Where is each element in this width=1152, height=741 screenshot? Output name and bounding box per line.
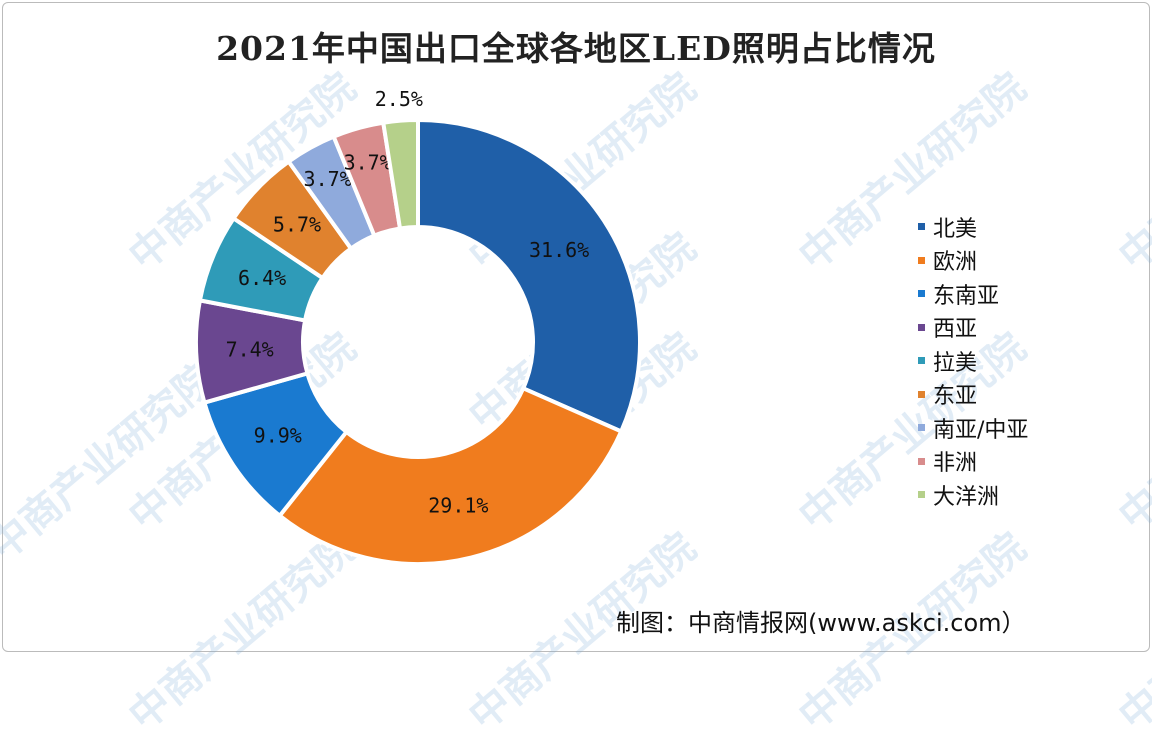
data-label-4: 6.4% (238, 266, 286, 290)
legend-swatch (918, 424, 925, 432)
data-label-8: 2.5% (375, 87, 423, 111)
legend-label: 北美 (933, 216, 978, 242)
data-label-7: 3.7% (344, 150, 392, 174)
data-label-1: 29.1% (428, 494, 488, 518)
legend-label: 拉美 (933, 350, 978, 376)
legend-label: 东南亚 (933, 283, 1000, 309)
legend-label: 东亚 (933, 384, 978, 410)
legend-label: 大洋洲 (933, 484, 1000, 510)
data-label-5: 5.7% (273, 213, 321, 237)
chart-title: 2021年中国出口全球各地区LED照明占比情况 (216, 29, 936, 68)
chart-frame (2, 2, 1150, 652)
legend-item: 东南亚 (918, 277, 1028, 311)
legend-swatch (918, 256, 925, 264)
legend-item: 南亚/中亚 (918, 411, 1028, 445)
legend-label: 非洲 (933, 451, 978, 477)
legend-item: 欧洲 (918, 244, 1028, 278)
slice-0 (416, 117, 642, 435)
donut-chart: 31.6% 29.1% 9.9% 7.4% 6.4% 5.7% 3.7%3.7% 2.5% (194, 87, 642, 566)
legend-swatch (918, 457, 925, 465)
legend-item: 非洲 (918, 445, 1028, 479)
legend: 北美欧洲东南亚西亚拉美东亚南亚/中亚非洲大洋洲 (918, 210, 1028, 512)
data-label-3: 7.4% (226, 337, 274, 361)
legend-swatch (918, 290, 925, 298)
legend-item: 北美 (918, 210, 1028, 244)
data-label-0: 31.6% (529, 238, 589, 262)
source-note: 制图：中商情报网(www.askci.com） (616, 609, 1026, 637)
legend-item: 大洋洲 (918, 478, 1028, 512)
legend-swatch (918, 390, 925, 398)
legend-label: 南亚/中亚 (933, 417, 1029, 443)
legend-item: 东亚 (918, 378, 1028, 412)
data-label-2: 9.9% (254, 423, 302, 447)
data-label-6: 3.7% (304, 167, 352, 191)
legend-item: 西亚 (918, 311, 1028, 345)
legend-swatch (918, 491, 925, 499)
legend-swatch (918, 357, 925, 365)
slice-8 (380, 117, 420, 231)
legend-swatch (918, 323, 925, 331)
legend-item: 拉美 (918, 344, 1028, 378)
legend-label: 西亚 (933, 317, 978, 343)
legend-swatch (918, 223, 925, 231)
slice-1 (276, 385, 624, 566)
legend-label: 欧洲 (933, 250, 978, 276)
